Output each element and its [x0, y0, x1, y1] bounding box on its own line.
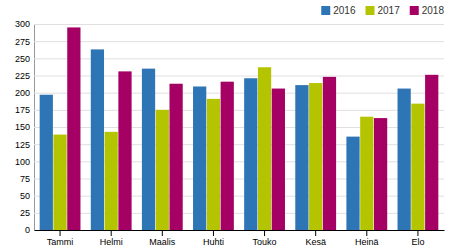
y-tick-label: 25 — [20, 208, 30, 218]
y-tick-label: 125 — [15, 140, 30, 150]
bar — [193, 86, 206, 230]
bar — [398, 89, 411, 230]
x-tick: Heinä — [355, 230, 379, 247]
y-tick-label: 50 — [20, 191, 30, 201]
grid-line — [34, 24, 444, 25]
x-tick: Elo — [411, 230, 424, 247]
y-axis: 0 25 50 75 100 125 150 175 200 225 250 275 300 — [15, 19, 444, 235]
y-tick-label: 100 — [15, 157, 30, 167]
x-tick: Helmi — [100, 230, 123, 247]
tick-mark — [60, 230, 61, 236]
bar — [309, 83, 322, 230]
bar — [272, 89, 285, 230]
bar — [244, 78, 257, 230]
grid-line — [34, 230, 444, 231]
x-tick-label: Touko — [253, 237, 277, 247]
tick-mark — [315, 230, 316, 236]
x-axis: Tammi Helmi Maalis Huhti Touko Kesä Heinä Elo — [35, 230, 445, 247]
x-tick: Huhti — [203, 230, 224, 247]
bar — [40, 95, 53, 230]
legend-label: 2017 — [378, 5, 401, 16]
x-tick-label: Tammi — [47, 237, 74, 247]
bars — [40, 27, 439, 230]
legend-swatch — [366, 6, 375, 15]
tick-mark — [213, 230, 214, 236]
series — [53, 67, 424, 230]
chart: 0 25 50 75 100 125 150 175 200 225 250 275 300 Tammi H… — [0, 0, 454, 252]
legend: 2016 2017 2018 — [321, 5, 444, 16]
y-tick-label: 275 — [15, 37, 30, 47]
x-tick: Touko — [253, 230, 277, 247]
legend-item: 2018 — [410, 5, 445, 16]
tick-mark — [417, 230, 418, 236]
bar — [156, 110, 169, 230]
bar — [169, 84, 182, 230]
legend-item: 2017 — [366, 5, 401, 16]
plot: 0 25 50 75 100 125 150 175 200 225 250 275 300 Tammi H… — [15, 19, 445, 247]
x-tick: Maalis — [149, 230, 176, 247]
x-tick-label: Huhti — [203, 237, 224, 247]
bar — [425, 75, 438, 230]
bar — [207, 99, 220, 230]
bar — [118, 71, 131, 230]
x-tick: Kesä — [305, 230, 326, 247]
y-tick-label: 200 — [15, 88, 30, 98]
legend-swatch — [321, 6, 330, 15]
y-tick-label: 250 — [15, 54, 30, 64]
x-tick: Tammi — [47, 230, 74, 247]
bar — [105, 132, 118, 230]
legend-item: 2016 — [321, 5, 356, 16]
grid-line — [34, 41, 444, 42]
bar — [323, 77, 336, 230]
bar — [67, 27, 80, 230]
legend-label: 2016 — [333, 5, 356, 16]
y-tick-label: 225 — [15, 71, 30, 81]
y-tick-label: 150 — [15, 122, 30, 132]
tick-mark — [162, 230, 163, 236]
x-tick-label: Kesä — [305, 237, 326, 247]
bar — [221, 82, 234, 230]
bar — [91, 49, 104, 230]
x-tick-label: Heinä — [355, 237, 379, 247]
bar — [53, 135, 66, 230]
bar — [346, 137, 359, 230]
bar — [360, 117, 373, 230]
y-tick-label: 0 — [25, 225, 30, 235]
x-tick-label: Maalis — [149, 237, 176, 247]
bar — [258, 67, 271, 230]
bar — [411, 104, 424, 230]
y-tick-label: 175 — [15, 105, 30, 115]
y-tick-label: 75 — [20, 174, 30, 184]
legend-swatch — [410, 6, 419, 15]
legend-label: 2018 — [422, 5, 445, 16]
bar — [374, 118, 387, 230]
y-tick-label: 300 — [15, 19, 30, 29]
series — [40, 49, 411, 230]
x-axis-line — [35, 230, 445, 231]
tick-mark — [111, 230, 112, 236]
bar — [295, 85, 308, 230]
tick-mark — [366, 230, 367, 236]
bar — [142, 69, 155, 230]
x-tick-label: Elo — [411, 237, 424, 247]
tick-mark — [264, 230, 265, 236]
x-tick-label: Helmi — [100, 237, 123, 247]
series — [67, 27, 438, 230]
